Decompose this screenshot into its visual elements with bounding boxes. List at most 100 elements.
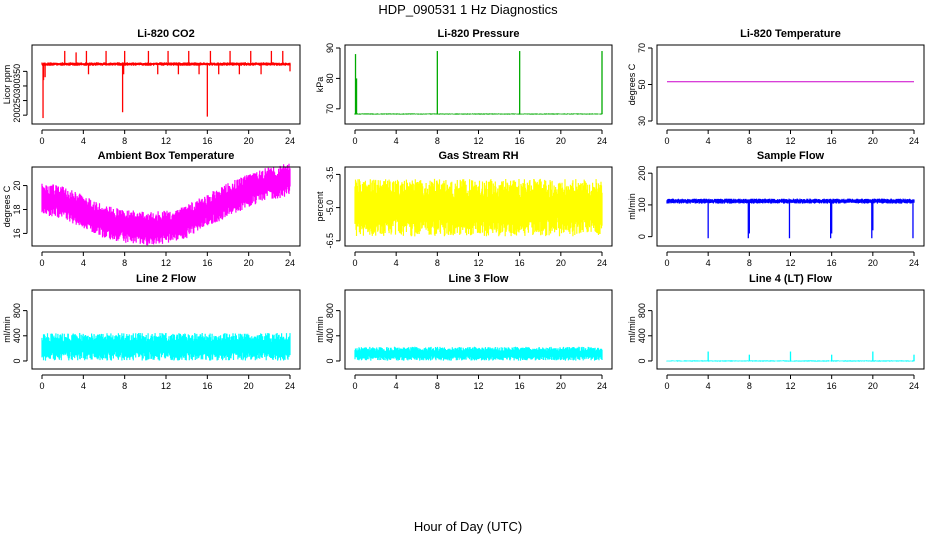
figure-title: HDP_090531 1 Hz Diagnostics xyxy=(378,2,558,17)
x-tick-label: 20 xyxy=(244,381,254,391)
y-tick-label: 200 xyxy=(12,108,22,123)
panel-title: Ambient Box Temperature xyxy=(98,150,235,162)
x-tick-label: 0 xyxy=(39,258,44,268)
y-tick-label: 50 xyxy=(637,79,647,89)
x-tick-label: 8 xyxy=(747,381,752,391)
y-tick-label: 0 xyxy=(637,234,647,239)
y-tick-label: 100 xyxy=(637,197,647,212)
x-tick-label: 24 xyxy=(285,258,295,268)
x-tick-label: 16 xyxy=(515,258,525,268)
panel-3: Li-820 Temperature 0 4 8 12 16 20 24 30 50 70degre… xyxy=(627,28,925,146)
y-tick-label: 80 xyxy=(325,73,335,83)
y-tick-label: 0 xyxy=(12,358,22,363)
x-tick-label: 16 xyxy=(202,381,212,391)
x-tick-label: 16 xyxy=(827,381,837,391)
plot-frame xyxy=(31,44,301,125)
x-tick-label: 24 xyxy=(285,136,295,146)
x-tick-label: 0 xyxy=(664,258,669,268)
y-tick-label: 800 xyxy=(325,303,335,318)
x-tick-label: 12 xyxy=(785,258,795,268)
x-tick-label: 20 xyxy=(868,381,878,391)
x-tick-label: 12 xyxy=(473,381,483,391)
x-tick-label: 0 xyxy=(39,136,44,146)
x-tick-label: 4 xyxy=(394,258,399,268)
x-tick-label: 20 xyxy=(556,258,566,268)
x-tick-label: 16 xyxy=(202,136,212,146)
x-tick-label: 16 xyxy=(515,136,525,146)
x-tick-label: 20 xyxy=(244,258,254,268)
y-tick-label: -6.5 xyxy=(325,233,335,249)
x-tick-label: 8 xyxy=(747,258,752,268)
y-tick-label: 400 xyxy=(637,328,647,343)
y-tick-label: -3.5 xyxy=(325,167,335,183)
plot-frame xyxy=(31,166,301,247)
panel-title: Li-820 Temperature xyxy=(740,28,841,40)
x-tick-label: 4 xyxy=(706,381,711,391)
x-tick-label: 0 xyxy=(664,381,669,391)
y-tick-label: 300 xyxy=(12,78,22,93)
data-series xyxy=(354,113,603,115)
y-tick-label: 800 xyxy=(12,303,22,318)
x-tick-label: 12 xyxy=(161,136,171,146)
y-tick-label: 800 xyxy=(637,303,647,318)
x-tick-label: 8 xyxy=(747,136,752,146)
x-tick-label: 8 xyxy=(122,381,127,391)
x-tick-label: 12 xyxy=(161,381,171,391)
plot-frame xyxy=(656,289,925,370)
y-tick-label: 16 xyxy=(12,228,22,238)
y-tick-label: 30 xyxy=(637,116,647,126)
panel-2: Li-820 Pressure 0 4 8 12 16 20 24 70 80 90 kPa xyxy=(315,28,613,146)
panel-6: Sample Flow 0 4 8 12 16 20 24 0 100 200 ml/min xyxy=(627,150,925,268)
y-tick-label: -5.0 xyxy=(325,200,335,216)
x-tick-label: 20 xyxy=(868,258,878,268)
x-tick-label: 20 xyxy=(244,136,254,146)
x-tick-label: 8 xyxy=(122,258,127,268)
x-tick-label: 16 xyxy=(202,258,212,268)
panel-title: Li-820 Pressure xyxy=(438,28,520,40)
plot-frame xyxy=(344,44,613,125)
y-tick-label: 18 xyxy=(12,204,22,214)
panel-title: Line 2 Flow xyxy=(136,273,196,285)
plot-frame xyxy=(31,289,301,370)
x-tick-label: 8 xyxy=(122,136,127,146)
x-tick-label: 24 xyxy=(909,258,919,268)
y-axis-label: degrees C xyxy=(627,63,637,105)
y-tick-label: 20 xyxy=(12,181,22,191)
x-tick-label: 16 xyxy=(515,381,525,391)
y-tick-label: 400 xyxy=(12,328,22,343)
data-series xyxy=(354,178,603,237)
plot-frame xyxy=(344,166,613,247)
panel-title: Li-820 CO2 xyxy=(137,28,194,40)
data-series xyxy=(354,346,603,361)
y-tick-label: 0 xyxy=(325,358,335,363)
x-tick-label: 12 xyxy=(473,258,483,268)
y-axis-label: Licor ppm xyxy=(2,65,12,105)
x-tick-label: 20 xyxy=(868,136,878,146)
x-tick-label: 4 xyxy=(394,381,399,391)
y-tick-label: 350 xyxy=(12,64,22,79)
x-tick-label: 24 xyxy=(909,381,919,391)
plot-frame xyxy=(656,44,925,125)
x-tick-label: 24 xyxy=(597,258,607,268)
x-tick-label: 0 xyxy=(664,136,669,146)
y-axis-label: kPa xyxy=(315,77,325,93)
y-tick-label: 70 xyxy=(325,104,335,114)
y-axis-label: ml/min xyxy=(627,316,637,343)
x-tick-label: 4 xyxy=(706,136,711,146)
x-tick-label: 16 xyxy=(827,258,837,268)
panel-4: Ambient Box Temperature 0 4 8 12 16 20 24 16 18 20… xyxy=(2,150,301,268)
panel-title: Line 3 Flow xyxy=(449,273,509,285)
x-tick-label: 12 xyxy=(785,136,795,146)
x-axis-caption: Hour of Day (UTC) xyxy=(413,519,523,534)
x-tick-label: 12 xyxy=(473,136,483,146)
x-tick-label: 8 xyxy=(435,258,440,268)
y-tick-label: 400 xyxy=(325,328,335,343)
x-tick-label: 0 xyxy=(39,381,44,391)
x-tick-label: 8 xyxy=(435,381,440,391)
y-axis-label: ml/min xyxy=(627,193,637,220)
x-tick-label: 12 xyxy=(161,258,171,268)
